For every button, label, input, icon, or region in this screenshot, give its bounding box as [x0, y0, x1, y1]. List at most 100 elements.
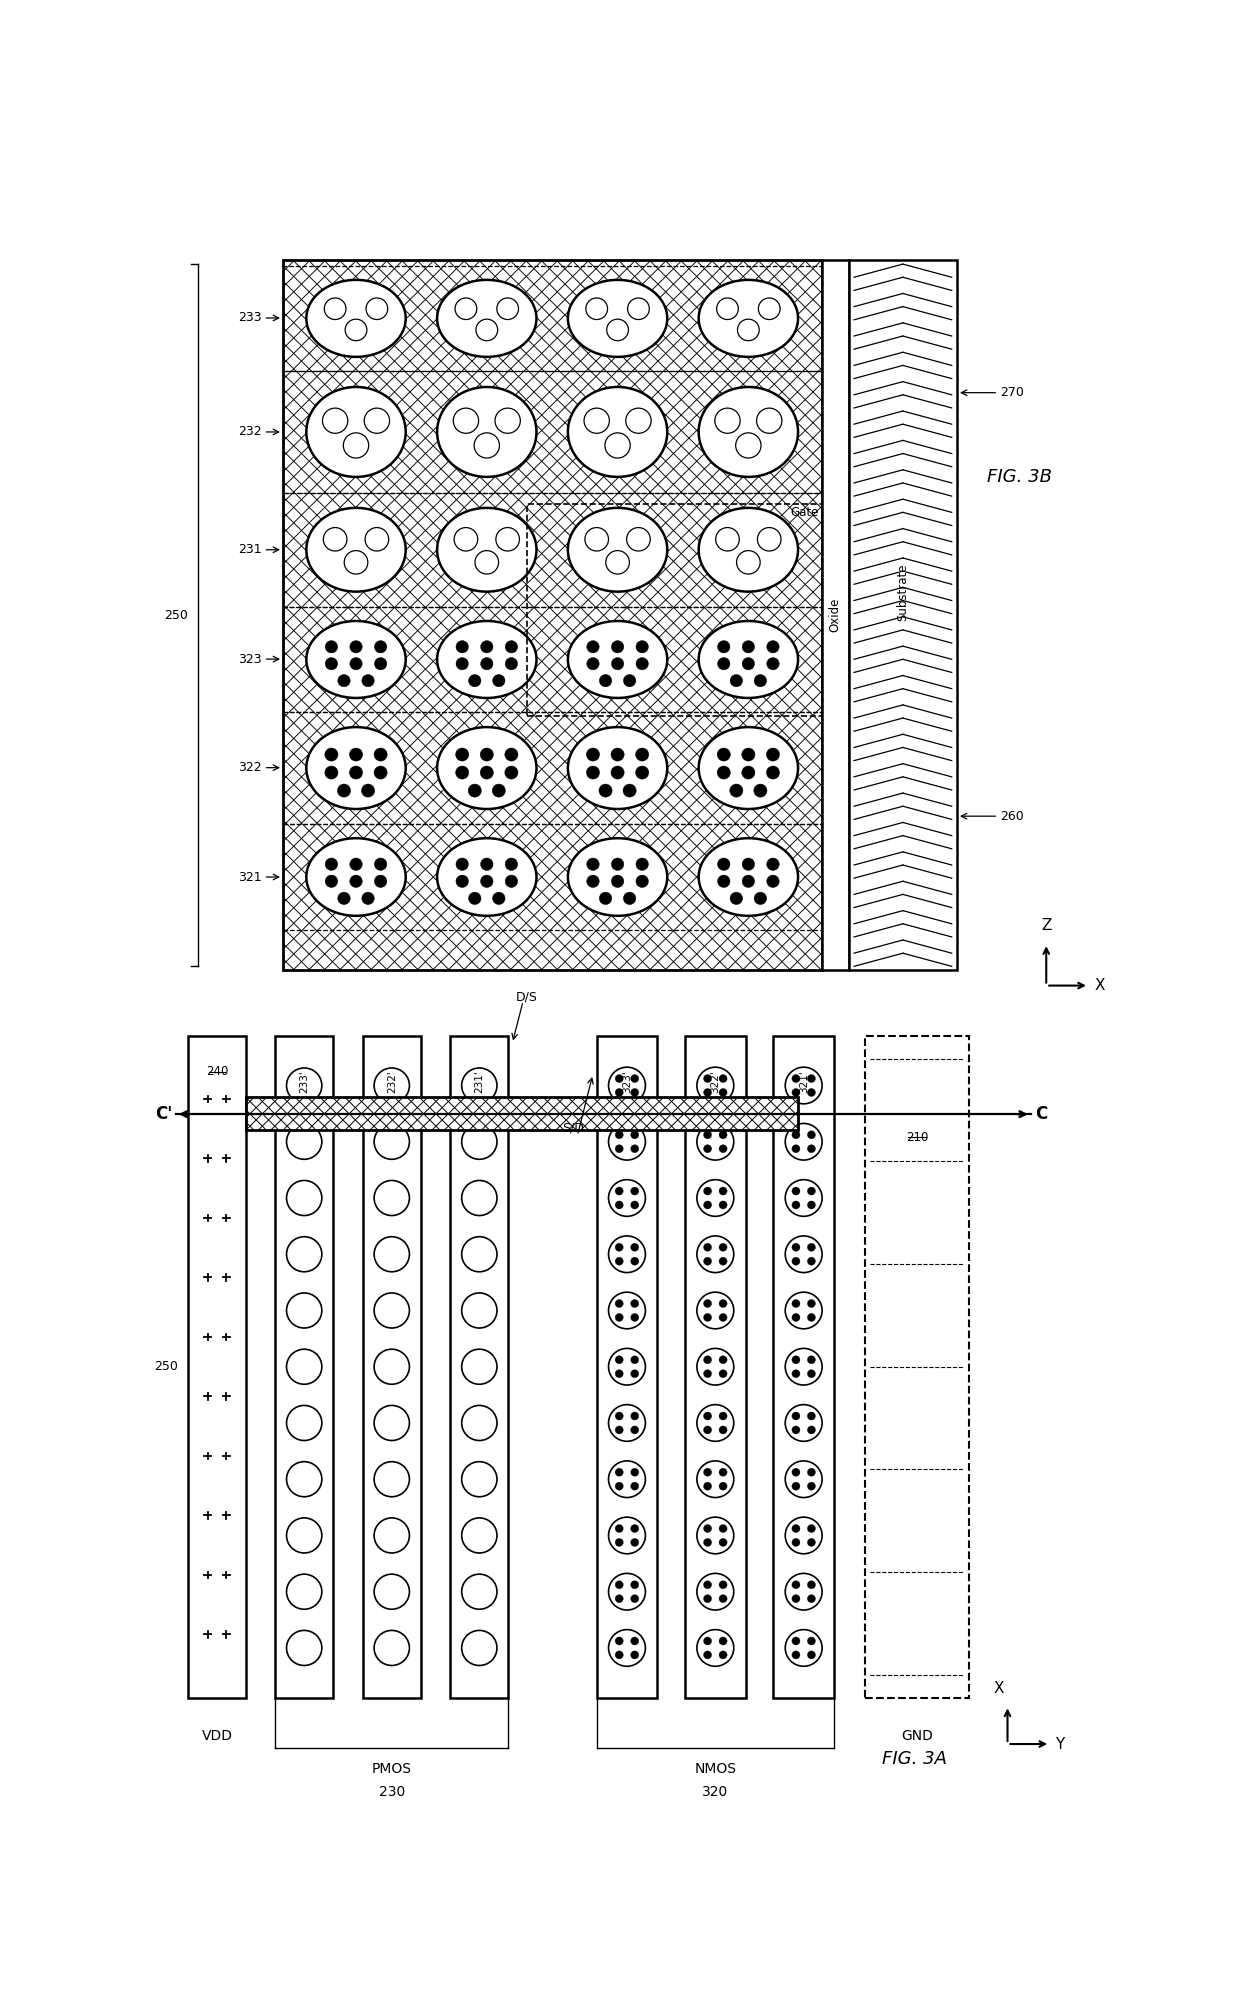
Text: PMOS: PMOS: [372, 1762, 412, 1776]
Circle shape: [615, 1581, 624, 1589]
Circle shape: [587, 766, 600, 780]
Text: 323': 323': [622, 1070, 632, 1094]
Circle shape: [587, 640, 599, 652]
Circle shape: [785, 1629, 822, 1667]
Circle shape: [766, 766, 780, 780]
Circle shape: [606, 318, 629, 340]
Circle shape: [461, 1179, 497, 1215]
Circle shape: [729, 784, 743, 798]
Circle shape: [631, 1370, 639, 1378]
Text: 250: 250: [154, 1360, 179, 1372]
Circle shape: [792, 1257, 800, 1265]
Ellipse shape: [306, 388, 405, 477]
Bar: [848, 261, 957, 971]
Circle shape: [792, 1356, 800, 1364]
Circle shape: [374, 1124, 409, 1160]
Circle shape: [807, 1637, 816, 1645]
Circle shape: [454, 408, 479, 434]
Circle shape: [615, 1299, 624, 1307]
Circle shape: [286, 1179, 322, 1215]
Circle shape: [609, 1460, 646, 1498]
Circle shape: [717, 748, 730, 762]
Circle shape: [455, 766, 469, 780]
Circle shape: [792, 1299, 800, 1307]
Circle shape: [697, 1573, 734, 1609]
Text: 320: 320: [702, 1784, 728, 1798]
Circle shape: [455, 748, 469, 762]
Circle shape: [766, 640, 779, 652]
Ellipse shape: [306, 507, 405, 591]
Circle shape: [742, 875, 755, 887]
Text: 233: 233: [238, 312, 262, 324]
Circle shape: [615, 1370, 624, 1378]
Circle shape: [807, 1088, 816, 1096]
Ellipse shape: [698, 837, 799, 915]
Circle shape: [461, 1349, 497, 1384]
Circle shape: [718, 857, 730, 871]
Ellipse shape: [436, 621, 537, 698]
Ellipse shape: [436, 728, 537, 810]
Circle shape: [350, 857, 362, 871]
Circle shape: [374, 1406, 409, 1440]
Circle shape: [631, 1313, 639, 1321]
Circle shape: [609, 1349, 646, 1384]
Circle shape: [636, 658, 649, 670]
Circle shape: [615, 1257, 624, 1265]
Circle shape: [627, 298, 650, 320]
Circle shape: [350, 748, 362, 762]
Circle shape: [374, 857, 387, 871]
Circle shape: [792, 1187, 800, 1195]
Circle shape: [325, 875, 337, 887]
Circle shape: [718, 658, 730, 670]
Bar: [527, 505, 821, 716]
Circle shape: [754, 893, 766, 905]
Circle shape: [587, 748, 600, 762]
Circle shape: [715, 527, 739, 551]
Circle shape: [697, 1404, 734, 1442]
Circle shape: [615, 1637, 624, 1645]
Circle shape: [703, 1637, 712, 1645]
Text: 231: 231: [238, 543, 262, 557]
Circle shape: [286, 1068, 322, 1104]
Ellipse shape: [698, 280, 799, 356]
Circle shape: [631, 1201, 639, 1209]
Circle shape: [469, 784, 481, 798]
Ellipse shape: [306, 837, 405, 915]
Text: 260: 260: [999, 810, 1023, 823]
Text: 232': 232': [387, 1070, 397, 1094]
Circle shape: [599, 674, 611, 686]
Circle shape: [631, 1581, 639, 1589]
Circle shape: [469, 893, 481, 905]
Circle shape: [361, 784, 374, 798]
Circle shape: [703, 1595, 712, 1603]
Circle shape: [718, 640, 730, 652]
Circle shape: [350, 640, 362, 652]
Circle shape: [718, 875, 730, 887]
Circle shape: [474, 434, 500, 457]
Circle shape: [374, 640, 387, 652]
Circle shape: [624, 674, 636, 686]
Circle shape: [758, 527, 781, 551]
Circle shape: [730, 674, 743, 686]
Circle shape: [719, 1243, 727, 1251]
Circle shape: [481, 857, 494, 871]
Circle shape: [719, 1426, 727, 1434]
Circle shape: [286, 1349, 322, 1384]
Circle shape: [792, 1132, 800, 1140]
Circle shape: [792, 1370, 800, 1378]
Circle shape: [697, 1629, 734, 1667]
Circle shape: [697, 1349, 734, 1384]
Text: Oxide: Oxide: [828, 599, 842, 633]
Ellipse shape: [568, 507, 667, 591]
Circle shape: [609, 1068, 646, 1104]
Circle shape: [325, 766, 339, 780]
Circle shape: [325, 640, 337, 652]
Circle shape: [719, 1468, 727, 1476]
Bar: [866, 1036, 968, 1699]
Ellipse shape: [436, 837, 537, 915]
Circle shape: [505, 658, 517, 670]
Circle shape: [719, 1537, 727, 1547]
Circle shape: [609, 1518, 646, 1553]
Circle shape: [792, 1146, 800, 1154]
Circle shape: [807, 1356, 816, 1364]
